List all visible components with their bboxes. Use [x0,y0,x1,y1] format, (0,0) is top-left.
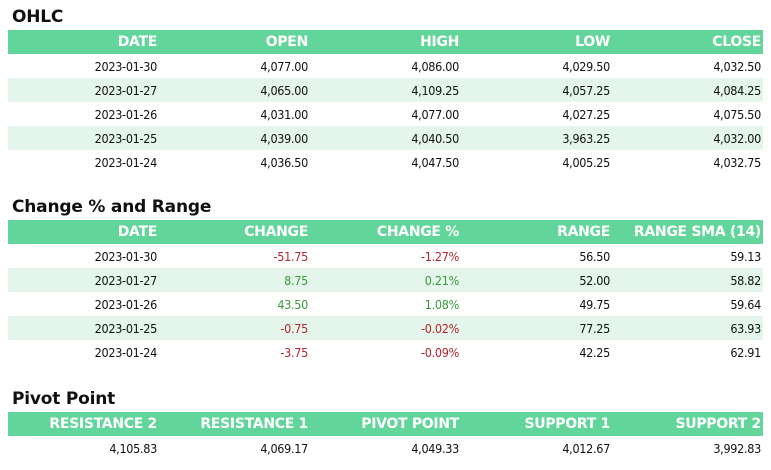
table-row: 2023-01-25 -0.75 -0.02% 77.25 63.93 [8,316,763,340]
table-row: 2023-01-30 4,077.00 4,086.00 4,029.50 4,… [8,54,763,78]
change-range-title: Change % and Range [12,197,212,217]
pivot-title: Pivot Point [12,389,116,409]
ohlc-close-cell: 4,032.00 [612,126,763,150]
ohlc-date-cell: 2023-01-24 [94,154,158,170]
change-pct-cell: 0.21% [310,268,461,292]
ohlc-open-cell: 4,031.00 [260,106,308,122]
range-sma-cell: 59.64 [730,296,761,312]
ohlc-high-cell: 4,040.50 [310,126,461,150]
ohlc-open-cell: 4,065.00 [159,78,310,102]
range-sma-cell: 62.91 [730,344,761,360]
ohlc-open-cell: 4,077.00 [260,58,308,74]
range-cell: 77.25 [461,316,612,340]
table-row: 2023-01-24 -3.75 -0.09% 42.25 62.91 [8,340,763,364]
ohlc-close-cell: 4,075.50 [713,106,761,122]
change-date-cell: 2023-01-30 [94,248,158,264]
change-value-cell: 8.75 [159,268,310,292]
change-pct-cell: -0.09% [421,344,459,360]
ohlc-header-date: DATE [8,30,159,54]
change-pct-cell: 1.08% [424,296,460,312]
change-pct-cell: -0.02% [310,316,461,340]
range-cell: 52.00 [461,268,612,292]
table-row: 2023-01-26 43.50 1.08% 49.75 59.64 [8,292,763,316]
ohlc-date-cell: 2023-01-26 [94,106,158,122]
ohlc-date-cell: 2023-01-30 [94,58,158,74]
ohlc-close-cell: 4,032.75 [713,154,761,170]
ohlc-date-cell: 2023-01-27 [8,78,159,102]
pivot-table: RESISTANCE 2 RESISTANCE 1 PIVOT POINT SU… [8,412,763,460]
table-row: 2023-01-24 4,036.50 4,047.50 4,005.25 4,… [8,150,763,174]
change-value-cell: -51.75 [273,248,309,264]
ohlc-title: OHLC [12,7,64,27]
ohlc-date-cell: 2023-01-25 [8,126,159,150]
ohlc-high-cell: 4,086.00 [411,58,459,74]
range-cell: 49.75 [579,296,610,312]
ohlc-high-cell: 4,077.00 [411,106,459,122]
ohlc-header-close: CLOSE [612,30,763,54]
change-range-section: Change % and Range DATE CHANGE CHANGE % … [8,194,763,364]
change-value-cell: -3.75 [280,344,308,360]
ohlc-header-open: OPEN [159,30,310,54]
change-value-cell: -0.75 [159,316,310,340]
resistance-2-value: 4,105.83 [109,440,157,456]
pivot-header-row: RESISTANCE 2 RESISTANCE 1 PIVOT POINT SU… [8,412,763,436]
support-2-value: 3,992.83 [713,440,761,456]
pivot-section: Pivot Point RESISTANCE 2 RESISTANCE 1 PI… [8,386,763,460]
table-row: 2023-01-27 4,065.00 4,109.25 4,057.25 4,… [8,78,763,102]
range-cell: 42.25 [579,344,610,360]
ohlc-high-cell: 4,109.25 [310,78,461,102]
change-value-cell: 43.50 [277,296,308,312]
range-sma-cell: 63.93 [612,316,763,340]
pivot-header-support-2: SUPPORT 2 [612,412,763,436]
change-header-range: RANGE [461,220,612,244]
ohlc-low-cell: 4,029.50 [562,58,610,74]
ohlc-low-cell: 4,027.25 [562,106,610,122]
ohlc-header-low: LOW [461,30,612,54]
ohlc-high-cell: 4,047.50 [411,154,459,170]
table-row: 4,105.83 4,069.17 4,049.33 4,012.67 3,99… [8,436,763,460]
ohlc-open-cell: 4,039.00 [159,126,310,150]
ohlc-close-cell: 4,032.50 [713,58,761,74]
ohlc-low-cell: 3,963.25 [461,126,612,150]
change-header-range-sma: RANGE SMA (14) [612,220,763,244]
ohlc-low-cell: 4,005.25 [562,154,610,170]
change-date-cell: 2023-01-26 [94,296,158,312]
change-header-row: DATE CHANGE CHANGE % RANGE RANGE SMA (14… [8,220,763,244]
ohlc-table: DATE OPEN HIGH LOW CLOSE 2023-01-30 4,07… [8,30,763,174]
table-row: 2023-01-30 -51.75 -1.27% 56.50 59.13 [8,244,763,268]
change-header-date: DATE [8,220,159,244]
ohlc-header-row: DATE OPEN HIGH LOW CLOSE [8,30,763,54]
ohlc-low-cell: 4,057.25 [461,78,612,102]
change-header-change: CHANGE [159,220,310,244]
pivot-point-value: 4,049.33 [411,440,459,456]
ohlc-close-cell: 4,084.25 [612,78,763,102]
change-date-cell: 2023-01-24 [94,344,158,360]
pivot-header-resistance-1: RESISTANCE 1 [159,412,310,436]
ohlc-header-high: HIGH [310,30,461,54]
pivot-header-pivot-point: PIVOT POINT [310,412,461,436]
table-row: 2023-01-26 4,031.00 4,077.00 4,027.25 4,… [8,102,763,126]
ohlc-section: OHLC DATE OPEN HIGH LOW CLOSE 2023-01-30… [8,4,763,174]
change-pct-cell: -1.27% [421,248,459,264]
range-sma-cell: 59.13 [730,248,761,264]
change-date-cell: 2023-01-25 [8,316,159,340]
change-date-cell: 2023-01-27 [8,268,159,292]
resistance-1-value: 4,069.17 [260,440,308,456]
range-sma-cell: 58.82 [612,268,763,292]
support-1-value: 4,012.67 [562,440,610,456]
pivot-header-resistance-2: RESISTANCE 2 [8,412,159,436]
change-header-change-pct: CHANGE % [310,220,461,244]
pivot-header-support-1: SUPPORT 1 [461,412,612,436]
ohlc-open-cell: 4,036.50 [260,154,308,170]
table-row: 2023-01-25 4,039.00 4,040.50 3,963.25 4,… [8,126,763,150]
range-cell: 56.50 [579,248,610,264]
change-range-table: DATE CHANGE CHANGE % RANGE RANGE SMA (14… [8,220,763,364]
table-row: 2023-01-27 8.75 0.21% 52.00 58.82 [8,268,763,292]
